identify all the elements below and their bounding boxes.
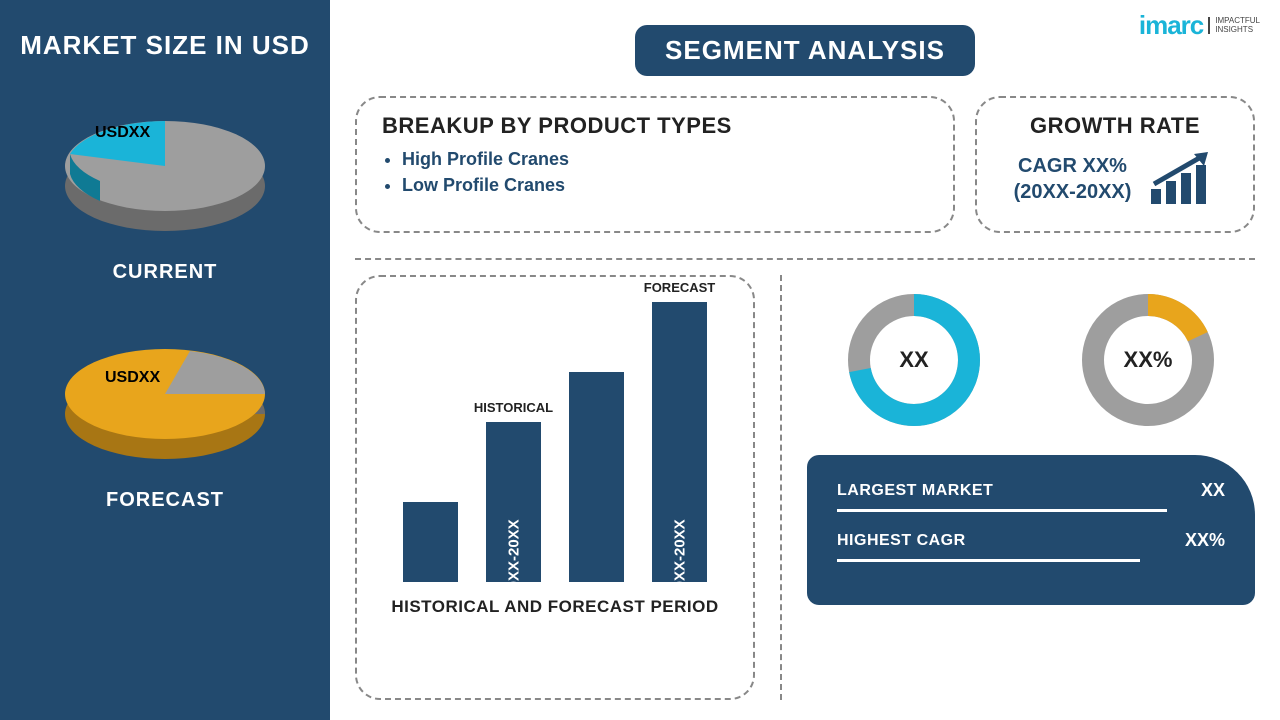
growth-text: CAGR XX% (20XX-20XX) [1014, 153, 1132, 205]
bar-chart-box: HISTORICAL20XX-20XXFORECAST20XX-20XX HIS… [355, 275, 755, 700]
info-bar-1 [837, 509, 1167, 512]
bottom-section: HISTORICAL20XX-20XXFORECAST20XX-20XX HIS… [330, 260, 1280, 720]
bar: FORECAST20XX-20XX [652, 302, 707, 582]
bar-caption: HISTORICAL AND FORECAST PERIOD [391, 597, 718, 617]
pie-forecast-caption: FORECAST [106, 489, 224, 512]
breakup-box: BREAKUP BY PRODUCT TYPES High Profile Cr… [355, 96, 955, 233]
donuts-row: XX XX% [807, 290, 1255, 430]
bar: HISTORICAL20XX-20XX [486, 422, 541, 582]
right-panel: imarc IMPACTFUL INSIGHTS SEGMENT ANALYSI… [330, 0, 1280, 720]
root: MARKET SIZE IN USD USDXX CURRENT [0, 0, 1280, 720]
market-size-title: MARKET SIZE IN USD [20, 30, 310, 61]
breakup-item: Low Profile Cranes [402, 175, 928, 196]
info-value-2: XX% [1185, 530, 1225, 551]
pie-current-label: USDXX [95, 124, 150, 142]
info-row-1: LARGEST MARKET XX [837, 480, 1225, 501]
right-metrics: XX XX% LARGEST MARKET XX HIGHEST CAGR [807, 275, 1255, 700]
breakup-list: High Profile Cranes Low Profile Cranes [382, 149, 928, 196]
growth-box: GROWTH RATE CAGR XX% (20XX-20XX) [975, 96, 1255, 233]
donut-1: XX [844, 290, 984, 430]
breakup-item: High Profile Cranes [402, 149, 928, 170]
bar-top-label: FORECAST [644, 280, 716, 295]
pie-current-caption: CURRENT [113, 261, 218, 284]
bar [403, 502, 458, 582]
top-section: BREAKUP BY PRODUCT TYPES High Profile Cr… [330, 96, 1280, 248]
growth-title: GROWTH RATE [1030, 113, 1200, 139]
growth-arrow-icon [1146, 149, 1216, 209]
left-panel: MARKET SIZE IN USD USDXX CURRENT [0, 0, 330, 720]
donut-2-value: XX% [1124, 347, 1173, 373]
pie-current-block: USDXX CURRENT [50, 86, 280, 284]
pie-forecast-block: USDXX FORECAST [50, 314, 280, 512]
bar-year-label: 20XX-20XX [505, 519, 522, 597]
title-badge: SEGMENT ANALYSIS [635, 25, 975, 76]
info-panel: LARGEST MARKET XX HIGHEST CAGR XX% [807, 455, 1255, 605]
breakup-title: BREAKUP BY PRODUCT TYPES [382, 113, 928, 139]
donut-2: XX% [1078, 290, 1218, 430]
info-row-2: HIGHEST CAGR XX% [837, 530, 1225, 551]
pie-current: USDXX [50, 86, 280, 246]
pie-forecast-label: USDXX [105, 369, 160, 387]
divider-v [780, 275, 782, 700]
bar-year-label: 20XX-20XX [671, 519, 688, 597]
growth-content: CAGR XX% (20XX-20XX) [1014, 149, 1217, 209]
donut-1-value: XX [899, 347, 928, 373]
info-label-1: LARGEST MARKET [837, 482, 993, 500]
logo-sub2: INSIGHTS [1215, 26, 1260, 35]
logo-text: imarc [1139, 10, 1203, 41]
logo: imarc IMPACTFUL INSIGHTS [1139, 10, 1260, 41]
info-value-1: XX [1201, 480, 1225, 501]
logo-sub: IMPACTFUL INSIGHTS [1208, 17, 1260, 35]
growth-line2: (20XX-20XX) [1014, 179, 1132, 205]
pie-forecast: USDXX [50, 314, 280, 474]
bar [569, 372, 624, 582]
growth-line1: CAGR XX% [1014, 153, 1132, 179]
bar-chart: HISTORICAL20XX-20XX FORECAST20XX-20XX [390, 292, 720, 582]
bar-top-label: HISTORICAL [474, 400, 553, 415]
info-label-2: HIGHEST CAGR [837, 532, 966, 550]
info-bar-2 [837, 559, 1140, 562]
